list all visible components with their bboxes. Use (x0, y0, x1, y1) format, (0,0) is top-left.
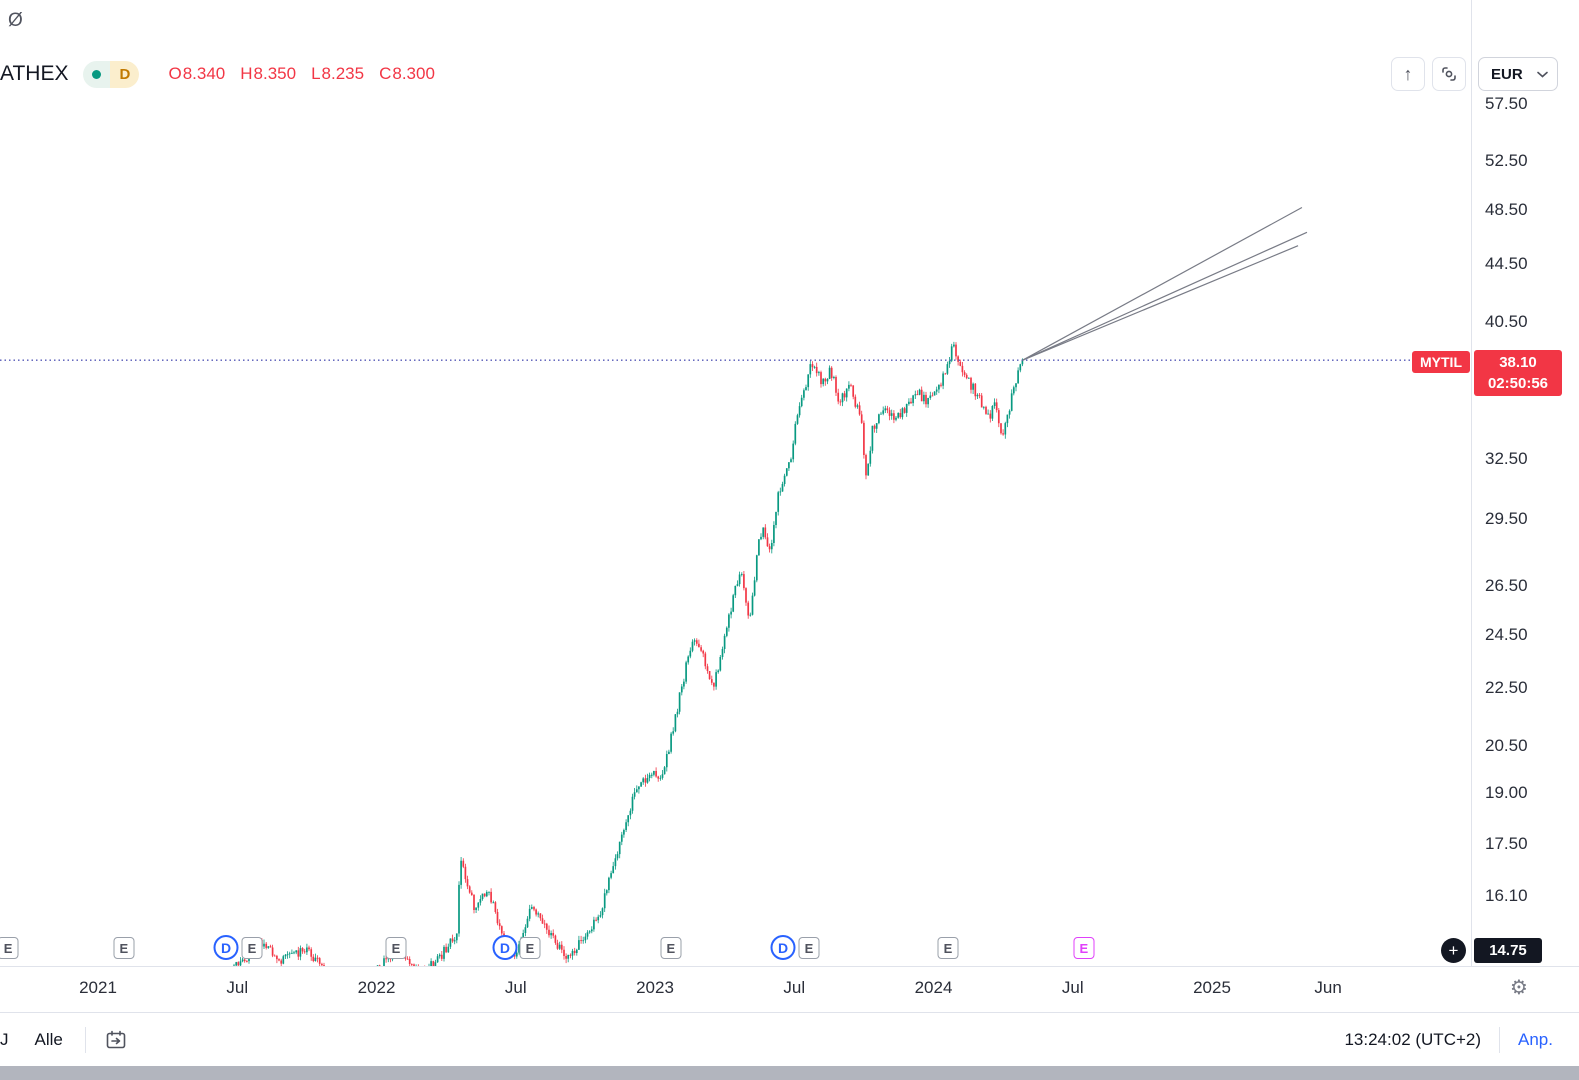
time-axis[interactable]: 2021 Jul 2022 Jul 2023 Jul 2024 Jul 2025 Jun ⚙ (0, 966, 1579, 1012)
go-to-date-button[interactable] (104, 1028, 128, 1052)
camera-icon (1442, 67, 1456, 81)
window-edge-strip (0, 1066, 1579, 1080)
open-value: 8.340 (182, 64, 226, 83)
trend-line[interactable] (1022, 231, 1308, 361)
bottom-toolbar: J Alle 13:24:02 (UTC+2) Anp. (0, 1012, 1579, 1066)
market-open-dot-icon (92, 69, 102, 79)
currency-label: EUR (1491, 65, 1523, 83)
trend-line[interactable] (1022, 245, 1299, 361)
interval-label[interactable]: D (110, 60, 140, 88)
close-label: C (379, 64, 392, 83)
candlestick-chart[interactable] (0, 0, 1471, 966)
trend-line[interactable] (1022, 207, 1303, 361)
price-axis[interactable]: 57.50 52.50 48.50 44.50 40.50 32.50 29.50 26.50… (1471, 0, 1579, 1012)
low-value: 8.235 (321, 64, 365, 83)
current-price-value: 38.10 (1499, 354, 1537, 371)
price-axis-label: 32.50 (1485, 449, 1528, 469)
earnings-marker[interactable]: E (385, 937, 407, 959)
dividend-marker[interactable]: D (770, 935, 796, 960)
earnings-marker[interactable]: E (519, 937, 541, 959)
earnings-marker[interactable]: E (241, 937, 263, 959)
earnings-marker[interactable]: E (660, 937, 682, 959)
price-axis-label: 52.50 (1485, 150, 1528, 170)
price-axis-label: 16.10 (1485, 886, 1528, 905)
earnings-marker[interactable]: E (0, 937, 19, 959)
plus-icon: + (1448, 941, 1459, 960)
chart-legend: ATHEX D O 8.340 H 8.350 L 8.235 C 8.300 (0, 58, 435, 90)
dividend-marker[interactable]: D (213, 935, 239, 960)
future-earnings-marker[interactable]: E (1073, 937, 1095, 959)
candle-wicks-up (233, 341, 1023, 966)
price-axis-label: 20.50 (1485, 735, 1528, 755)
price-axis-label: 19.00 (1485, 782, 1528, 802)
clock-display[interactable]: 13:24:02 (UTC+2) (1344, 1029, 1482, 1049)
high-label: H (240, 64, 253, 83)
open-label: O (168, 64, 182, 83)
price-line-symbol-tag: MYTIL (1412, 351, 1470, 373)
price-axis-label: 57.50 (1485, 94, 1528, 114)
symbol-name[interactable]: ATHEX (0, 62, 69, 85)
price-axis-label: 44.50 (1485, 253, 1528, 273)
chevron-down-icon (1537, 71, 1548, 78)
time-axis-label: 2022 (357, 978, 396, 997)
price-axis-label: 22.50 (1485, 677, 1528, 697)
candle-bodies-up (233, 344, 1024, 966)
price-axis-label: 29.50 (1485, 509, 1528, 529)
scroll-to-latest-button[interactable]: ↑ (1391, 57, 1425, 91)
earnings-marker[interactable]: E (798, 937, 820, 959)
price-axis-label: 17.50 (1485, 834, 1528, 854)
time-axis-label: Jul (783, 978, 806, 997)
time-axis-label: Jul (504, 978, 527, 997)
screenshot-button[interactable] (1432, 57, 1466, 91)
price-axis-label: 24.50 (1485, 624, 1528, 644)
toolbar-right-group: 13:24:02 (UTC+2) Anp. (1344, 1026, 1579, 1053)
add-alert-button[interactable]: + (1441, 938, 1466, 963)
dividend-marker[interactable]: D (492, 935, 518, 960)
candle-wicks-down (237, 342, 1004, 966)
time-axis-label: 2024 (914, 978, 953, 997)
toolbar-divider (1499, 1026, 1501, 1053)
interval-pill[interactable]: D (83, 60, 140, 88)
price-axis-label: 48.50 (1485, 200, 1528, 220)
time-axis-label: Jun (1314, 978, 1342, 997)
earnings-marker[interactable]: E (937, 937, 959, 959)
o-slash-icon[interactable]: Ø (8, 10, 23, 31)
time-axis-label: Jul (1061, 978, 1084, 997)
price-axis-label: 40.50 (1485, 312, 1528, 332)
current-price-badge: 38.10 02:50:56 (1474, 350, 1562, 396)
earnings-marker[interactable]: E (113, 937, 135, 959)
arrow-up-icon: ↑ (1403, 63, 1413, 84)
crosshair-price-badge: 14.75 (1474, 938, 1542, 963)
low-label: L (311, 64, 321, 83)
close-value: 8.300 (392, 64, 435, 83)
market-status-dot-wrap (83, 60, 111, 88)
high-value: 8.350 (253, 64, 297, 83)
candle-bodies-down (237, 344, 1004, 966)
price-axis-label: 26.50 (1485, 576, 1528, 596)
time-axis-label: Jul (226, 978, 249, 997)
bar-countdown: 02:50:56 (1487, 375, 1549, 392)
range-button-year[interactable]: J (0, 1029, 9, 1049)
time-axis-label: 2025 (1193, 978, 1231, 997)
time-axis-label: 2023 (636, 978, 674, 997)
time-axis-label: 2021 (79, 978, 117, 997)
ohlc-values: O 8.340 H 8.350 L 8.235 C 8.300 (168, 64, 434, 84)
chart-canvas[interactable]: ATHEX D O 8.340 H 8.350 L 8.235 C 8.300 E E E E… (0, 0, 1471, 966)
range-button-all[interactable]: Alle (34, 1029, 63, 1049)
calendar-icon (106, 1030, 126, 1048)
adjust-button[interactable]: Anp. (1518, 1029, 1553, 1049)
currency-dropdown[interactable]: EUR (1478, 57, 1558, 91)
toolbar-divider (84, 1026, 86, 1053)
axis-settings-icon[interactable]: ⚙ (1510, 977, 1528, 999)
